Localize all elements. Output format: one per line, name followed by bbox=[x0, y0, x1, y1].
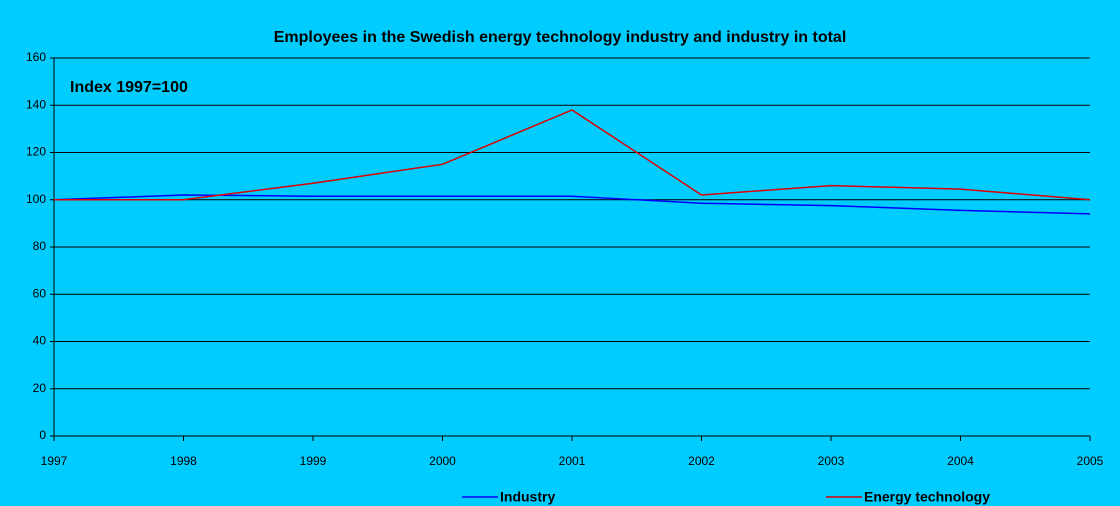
annotation: Index 1997=100 bbox=[70, 79, 188, 96]
y-tick-label: 140 bbox=[26, 97, 46, 111]
y-tick-label: 20 bbox=[33, 381, 47, 395]
x-tick-label: 1997 bbox=[41, 454, 68, 468]
y-tick-label: 80 bbox=[33, 239, 47, 253]
series-line bbox=[54, 109, 1091, 201]
x-tick-label: 1999 bbox=[300, 454, 327, 468]
x-tick-label: 2002 bbox=[688, 454, 715, 468]
y-tick-label: 0 bbox=[39, 428, 46, 442]
x-tick-label: 2005 bbox=[1077, 454, 1104, 468]
series-line bbox=[53, 194, 1091, 215]
x-tick-label: 1998 bbox=[170, 454, 197, 468]
y-tick-label: 40 bbox=[33, 334, 47, 348]
y-tick-label: 100 bbox=[26, 192, 46, 206]
legend-label: Energy technology bbox=[864, 489, 990, 505]
x-tick-label: 2004 bbox=[947, 454, 974, 468]
x-tick-label: 2000 bbox=[429, 454, 456, 468]
x-tick-label: 2001 bbox=[559, 454, 586, 468]
legend-label: Industry bbox=[500, 489, 555, 505]
y-tick-label: 120 bbox=[26, 145, 46, 159]
y-tick-label: 160 bbox=[26, 50, 46, 64]
chart-title: Employees in the Swedish energy technolo… bbox=[274, 29, 847, 46]
x-tick-label: 2003 bbox=[818, 454, 845, 468]
y-tick-label: 60 bbox=[33, 286, 47, 300]
